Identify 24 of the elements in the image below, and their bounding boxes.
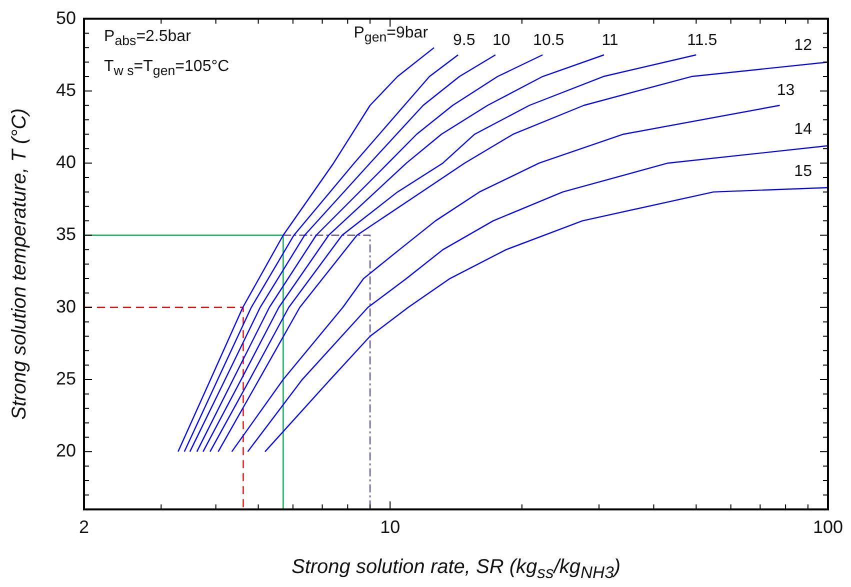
series-label: P$_{gen}$=9bar bbox=[354, 24, 428, 44]
series-label: 9.5 bbox=[452, 32, 476, 49]
annotation: T$_{w s}$=T$_{gen}$=105°C bbox=[104, 58, 230, 78]
y-tick-label: 35 bbox=[56, 224, 76, 244]
x-tick-label: 100 bbox=[812, 517, 844, 538]
x-axis-title: Strong solution rate, SR (kg$_{ss}$/kg$_{NH3}$) bbox=[291, 556, 621, 583]
series-label: 11 bbox=[602, 32, 618, 49]
series-label: 10.5 bbox=[533, 32, 564, 49]
y-tick-label: 20 bbox=[56, 440, 76, 461]
y-axis-title: Strong solution temperature, T (°C) bbox=[8, 108, 32, 420]
series-label: 14 bbox=[794, 120, 812, 138]
x-tick-label: 10 bbox=[380, 517, 400, 538]
y-tick-label: 50 bbox=[56, 8, 76, 28]
annotation: P$_{abs}$=2.5bar bbox=[104, 28, 191, 48]
series-label: 13 bbox=[776, 82, 795, 100]
series-label: 12 bbox=[794, 37, 812, 54]
series-label: 10 bbox=[492, 32, 510, 49]
y-tick-label: 40 bbox=[56, 152, 76, 172]
y-tick-label: 45 bbox=[56, 80, 76, 100]
y-tick-label: 30 bbox=[56, 296, 76, 316]
series-label: 11.5 bbox=[687, 32, 718, 49]
x-tick-label: 2 bbox=[79, 517, 90, 538]
y-tick-label: 25 bbox=[56, 368, 76, 389]
series-label: 15 bbox=[794, 162, 812, 180]
